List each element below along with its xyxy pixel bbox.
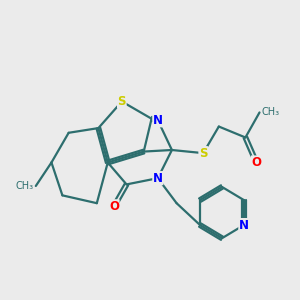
Text: N: N (153, 114, 163, 127)
Text: S: S (118, 95, 126, 108)
Text: CH₃: CH₃ (261, 107, 279, 118)
Text: S: S (199, 147, 207, 160)
Text: O: O (251, 156, 261, 169)
Text: N: N (153, 172, 163, 185)
Text: O: O (109, 200, 119, 213)
Text: N: N (239, 219, 249, 232)
Text: CH₃: CH₃ (15, 181, 33, 191)
